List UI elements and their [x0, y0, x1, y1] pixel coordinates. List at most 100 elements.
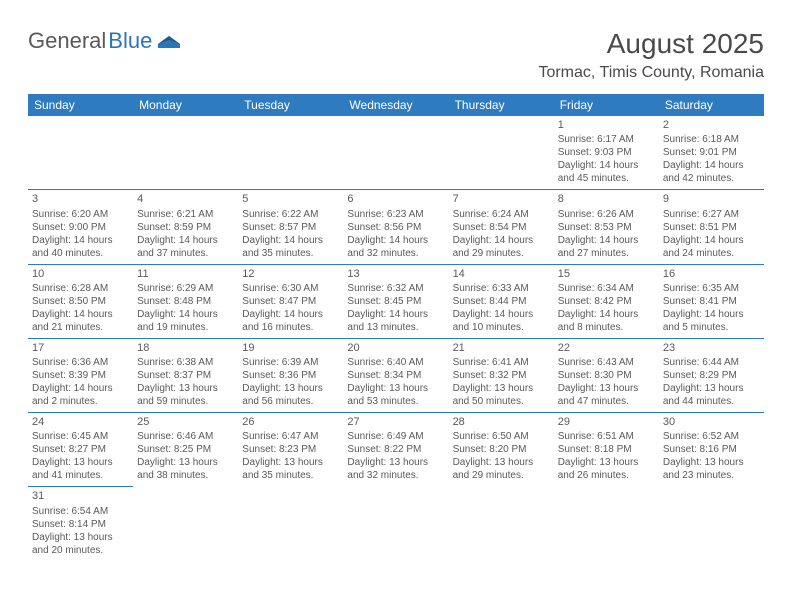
day-number: 22 — [558, 341, 655, 355]
calendar-week: 24Sunrise: 6:45 AMSunset: 8:27 PMDayligh… — [28, 413, 764, 487]
calendar-day — [133, 116, 238, 190]
calendar-day — [449, 116, 554, 190]
daylight-text: and 53 minutes. — [347, 395, 444, 408]
daylight-text: and 45 minutes. — [558, 172, 655, 185]
daylight-text: Daylight: 13 hours — [453, 456, 550, 469]
weekday-header: Monday — [133, 94, 238, 116]
sunrise-text: Sunrise: 6:27 AM — [663, 208, 760, 221]
day-number: 14 — [453, 267, 550, 281]
sunrise-text: Sunrise: 6:33 AM — [453, 282, 550, 295]
calendar-day: 26Sunrise: 6:47 AMSunset: 8:23 PMDayligh… — [238, 413, 343, 487]
sunrise-text: Sunrise: 6:36 AM — [32, 356, 129, 369]
daylight-text: Daylight: 14 hours — [453, 234, 550, 247]
sunrise-text: Sunrise: 6:43 AM — [558, 356, 655, 369]
daylight-text: and 21 minutes. — [32, 321, 129, 334]
sunset-text: Sunset: 8:48 PM — [137, 295, 234, 308]
daylight-text: and 13 minutes. — [347, 321, 444, 334]
day-number: 12 — [242, 267, 339, 281]
sunrise-text: Sunrise: 6:30 AM — [242, 282, 339, 295]
daylight-text: Daylight: 14 hours — [663, 159, 760, 172]
calendar-day: 21Sunrise: 6:41 AMSunset: 8:32 PMDayligh… — [449, 338, 554, 412]
sunset-text: Sunset: 8:54 PM — [453, 221, 550, 234]
sunset-text: Sunset: 9:03 PM — [558, 146, 655, 159]
calendar-day: 9Sunrise: 6:27 AMSunset: 8:51 PMDaylight… — [659, 190, 764, 264]
logo-text-general: General — [28, 28, 106, 54]
sunset-text: Sunset: 8:36 PM — [242, 369, 339, 382]
weekday-header: Tuesday — [238, 94, 343, 116]
day-number: 25 — [137, 415, 234, 429]
daylight-text: and 44 minutes. — [663, 395, 760, 408]
calendar-day: 30Sunrise: 6:52 AMSunset: 8:16 PMDayligh… — [659, 413, 764, 487]
daylight-text: Daylight: 14 hours — [663, 308, 760, 321]
daylight-text: and 29 minutes. — [453, 247, 550, 260]
sunset-text: Sunset: 8:45 PM — [347, 295, 444, 308]
calendar-day — [343, 116, 448, 190]
month-title: August 2025 — [538, 28, 764, 60]
day-number: 8 — [558, 192, 655, 206]
sunset-text: Sunset: 8:41 PM — [663, 295, 760, 308]
daylight-text: and 38 minutes. — [137, 469, 234, 482]
day-number: 30 — [663, 415, 760, 429]
calendar-day: 1Sunrise: 6:17 AMSunset: 9:03 PMDaylight… — [554, 116, 659, 190]
daylight-text: Daylight: 14 hours — [558, 159, 655, 172]
daylight-text: Daylight: 14 hours — [32, 234, 129, 247]
sunset-text: Sunset: 8:14 PM — [32, 518, 129, 531]
sunset-text: Sunset: 8:20 PM — [453, 443, 550, 456]
daylight-text: Daylight: 14 hours — [32, 308, 129, 321]
calendar-day — [554, 487, 659, 561]
daylight-text: and 5 minutes. — [663, 321, 760, 334]
calendar-day: 19Sunrise: 6:39 AMSunset: 8:36 PMDayligh… — [238, 338, 343, 412]
day-number: 7 — [453, 192, 550, 206]
sunrise-text: Sunrise: 6:23 AM — [347, 208, 444, 221]
calendar-day: 10Sunrise: 6:28 AMSunset: 8:50 PMDayligh… — [28, 264, 133, 338]
sunrise-text: Sunrise: 6:34 AM — [558, 282, 655, 295]
daylight-text: Daylight: 14 hours — [32, 382, 129, 395]
sunrise-text: Sunrise: 6:21 AM — [137, 208, 234, 221]
sunrise-text: Sunrise: 6:29 AM — [137, 282, 234, 295]
sunrise-text: Sunrise: 6:18 AM — [663, 133, 760, 146]
weekday-header: Sunday — [28, 94, 133, 116]
calendar-day — [238, 487, 343, 561]
day-number: 6 — [347, 192, 444, 206]
daylight-text: and 37 minutes. — [137, 247, 234, 260]
sunrise-text: Sunrise: 6:32 AM — [347, 282, 444, 295]
calendar-week: 10Sunrise: 6:28 AMSunset: 8:50 PMDayligh… — [28, 264, 764, 338]
calendar-day: 18Sunrise: 6:38 AMSunset: 8:37 PMDayligh… — [133, 338, 238, 412]
sunset-text: Sunset: 8:29 PM — [663, 369, 760, 382]
sunset-text: Sunset: 8:32 PM — [453, 369, 550, 382]
sunrise-text: Sunrise: 6:28 AM — [32, 282, 129, 295]
sunset-text: Sunset: 8:50 PM — [32, 295, 129, 308]
daylight-text: and 20 minutes. — [32, 544, 129, 557]
sunset-text: Sunset: 8:47 PM — [242, 295, 339, 308]
daylight-text: Daylight: 13 hours — [453, 382, 550, 395]
calendar-day: 12Sunrise: 6:30 AMSunset: 8:47 PMDayligh… — [238, 264, 343, 338]
day-number: 3 — [32, 192, 129, 206]
sunset-text: Sunset: 8:57 PM — [242, 221, 339, 234]
location: Tormac, Timis County, Romania — [538, 64, 764, 82]
calendar-day: 6Sunrise: 6:23 AMSunset: 8:56 PMDaylight… — [343, 190, 448, 264]
daylight-text: and 27 minutes. — [558, 247, 655, 260]
calendar-day: 20Sunrise: 6:40 AMSunset: 8:34 PMDayligh… — [343, 338, 448, 412]
sunrise-text: Sunrise: 6:44 AM — [663, 356, 760, 369]
daylight-text: and 16 minutes. — [242, 321, 339, 334]
calendar-day: 22Sunrise: 6:43 AMSunset: 8:30 PMDayligh… — [554, 338, 659, 412]
day-number: 23 — [663, 341, 760, 355]
calendar-day — [238, 116, 343, 190]
daylight-text: and 50 minutes. — [453, 395, 550, 408]
calendar-day — [133, 487, 238, 561]
calendar-day — [343, 487, 448, 561]
daylight-text: and 10 minutes. — [453, 321, 550, 334]
day-number: 20 — [347, 341, 444, 355]
daylight-text: Daylight: 13 hours — [242, 456, 339, 469]
calendar-day: 23Sunrise: 6:44 AMSunset: 8:29 PMDayligh… — [659, 338, 764, 412]
sunset-text: Sunset: 8:27 PM — [32, 443, 129, 456]
calendar-day — [449, 487, 554, 561]
daylight-text: Daylight: 14 hours — [558, 308, 655, 321]
daylight-text: and 32 minutes. — [347, 247, 444, 260]
calendar-day: 27Sunrise: 6:49 AMSunset: 8:22 PMDayligh… — [343, 413, 448, 487]
calendar-day: 31Sunrise: 6:54 AMSunset: 8:14 PMDayligh… — [28, 487, 133, 561]
daylight-text: Daylight: 14 hours — [663, 234, 760, 247]
daylight-text: and 32 minutes. — [347, 469, 444, 482]
daylight-text: Daylight: 13 hours — [663, 456, 760, 469]
daylight-text: Daylight: 14 hours — [242, 234, 339, 247]
